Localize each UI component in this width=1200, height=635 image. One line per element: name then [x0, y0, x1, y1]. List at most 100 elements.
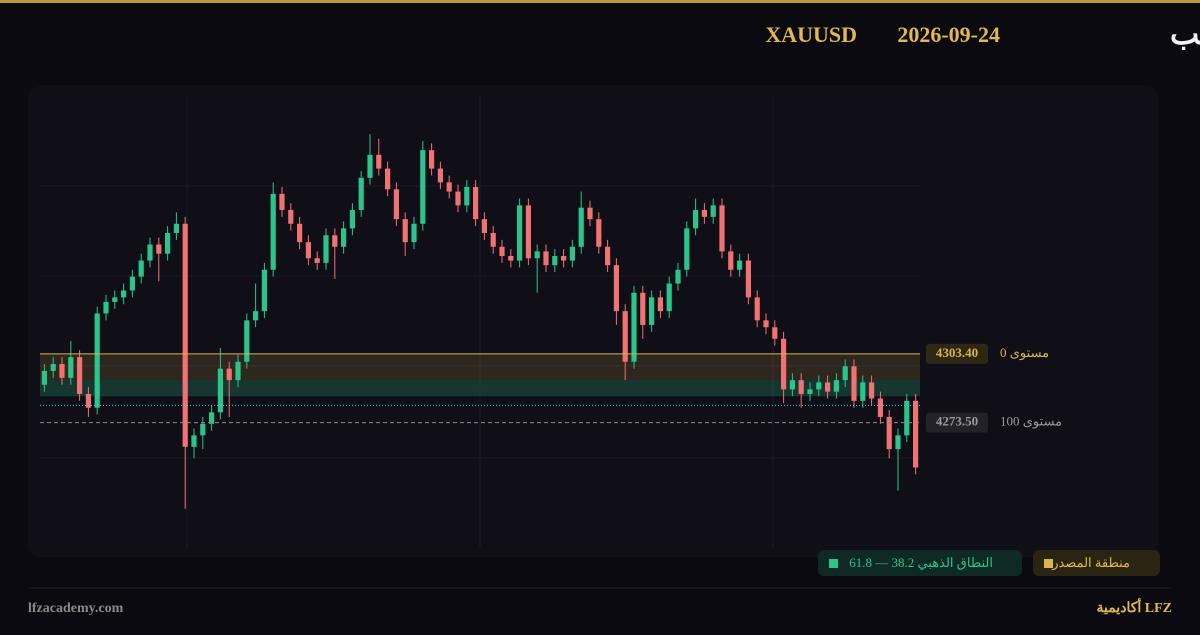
candle-body	[217, 368, 223, 413]
level-name: مستوى 0	[1000, 345, 1049, 361]
candle-body	[481, 219, 487, 233]
candle-body	[693, 209, 699, 229]
candle-body	[147, 244, 153, 261]
candle-body	[895, 435, 901, 450]
golden-zone	[40, 380, 920, 397]
candle-body	[552, 255, 558, 266]
candle-body	[77, 357, 83, 394]
title: تحليل الذهب	[1170, 16, 1200, 51]
candle-body	[41, 370, 47, 385]
plot: 4303.40 مستوى 0 4273.50 مستوى 100	[40, 134, 1062, 509]
candle-body	[561, 255, 567, 261]
candle-body	[684, 228, 690, 270]
candle-body	[913, 400, 919, 468]
candle-body	[508, 255, 514, 261]
candle-body	[138, 260, 144, 277]
candle-body	[270, 193, 276, 270]
legend-source: منطقة المصدر	[1051, 555, 1130, 571]
candle-body	[737, 260, 743, 270]
footer-site: lfzacademy.com	[28, 601, 124, 616]
candle-body	[261, 269, 267, 312]
candle-body	[182, 223, 188, 447]
candle-body	[499, 246, 505, 256]
candle-body	[129, 276, 135, 291]
candle-body	[156, 244, 162, 254]
candle-body	[534, 251, 540, 259]
candle-body	[165, 232, 171, 254]
level-price: 4303.40	[936, 345, 978, 360]
candle-body	[613, 265, 619, 312]
top-border	[0, 0, 1200, 3]
candle-body	[235, 361, 241, 381]
candle-body	[385, 168, 391, 190]
candle-body	[85, 393, 91, 408]
legend-golden-box	[818, 550, 1022, 576]
candle-body	[455, 191, 461, 206]
candle-body	[473, 186, 479, 220]
candle-body	[411, 223, 417, 243]
candle-body	[622, 311, 628, 362]
candle-body	[877, 398, 883, 417]
legend-swatch	[1044, 559, 1053, 568]
candle-body	[904, 400, 910, 436]
candle-body	[464, 186, 470, 206]
candle-body	[429, 150, 435, 169]
candle-body	[402, 219, 408, 243]
candle-body	[605, 246, 611, 266]
candle-body	[305, 242, 311, 259]
candle-body	[789, 380, 795, 390]
candle-body	[833, 380, 839, 392]
candle-body	[191, 435, 197, 447]
level-price: 4273.50	[936, 414, 978, 429]
candle-body	[816, 382, 822, 390]
candle-body	[675, 269, 681, 284]
candle-body	[376, 154, 382, 169]
candle-body	[569, 246, 575, 261]
candle-body	[745, 260, 751, 298]
level-label-box	[926, 343, 988, 364]
candle-body	[297, 223, 303, 243]
candle-body	[50, 364, 56, 371]
legend-swatch	[829, 559, 838, 568]
candle-body	[490, 232, 496, 247]
candle-body	[393, 189, 399, 220]
candle-body	[578, 207, 584, 247]
candle-body	[332, 235, 338, 247]
candle-body	[349, 209, 355, 229]
candle-body	[886, 416, 892, 450]
date: 2026-09-24	[897, 22, 1000, 47]
candle-body	[173, 223, 179, 233]
candle-body	[640, 292, 646, 325]
candle-body	[121, 290, 127, 298]
candle-body	[701, 209, 707, 217]
candle-body	[94, 313, 100, 408]
candle-body	[728, 251, 734, 270]
candle-body	[367, 154, 373, 178]
candle-body	[657, 297, 663, 312]
candle-body	[68, 357, 74, 378]
candle-body	[860, 382, 866, 401]
candle-body	[543, 251, 549, 266]
candle-body	[59, 364, 65, 378]
chart-panel	[28, 85, 1158, 557]
candle-body	[437, 168, 443, 183]
candle-body	[719, 205, 725, 252]
candle-body	[209, 412, 215, 424]
candle-body	[842, 366, 848, 381]
candle-body	[446, 182, 452, 192]
footer-brand: أكاديمية LFZ	[1096, 597, 1172, 616]
candle-body	[596, 219, 602, 247]
candle-body	[200, 423, 206, 436]
candle-body	[244, 320, 250, 362]
symbol: XAUUSD	[765, 22, 857, 47]
candle-body	[112, 297, 118, 302]
candle-body	[754, 297, 760, 321]
candle-body	[798, 380, 804, 394]
candle-body	[587, 207, 593, 220]
candle-body	[525, 205, 531, 259]
candle-body	[103, 301, 109, 314]
candle-body	[358, 177, 364, 210]
level-label-box	[926, 412, 988, 433]
